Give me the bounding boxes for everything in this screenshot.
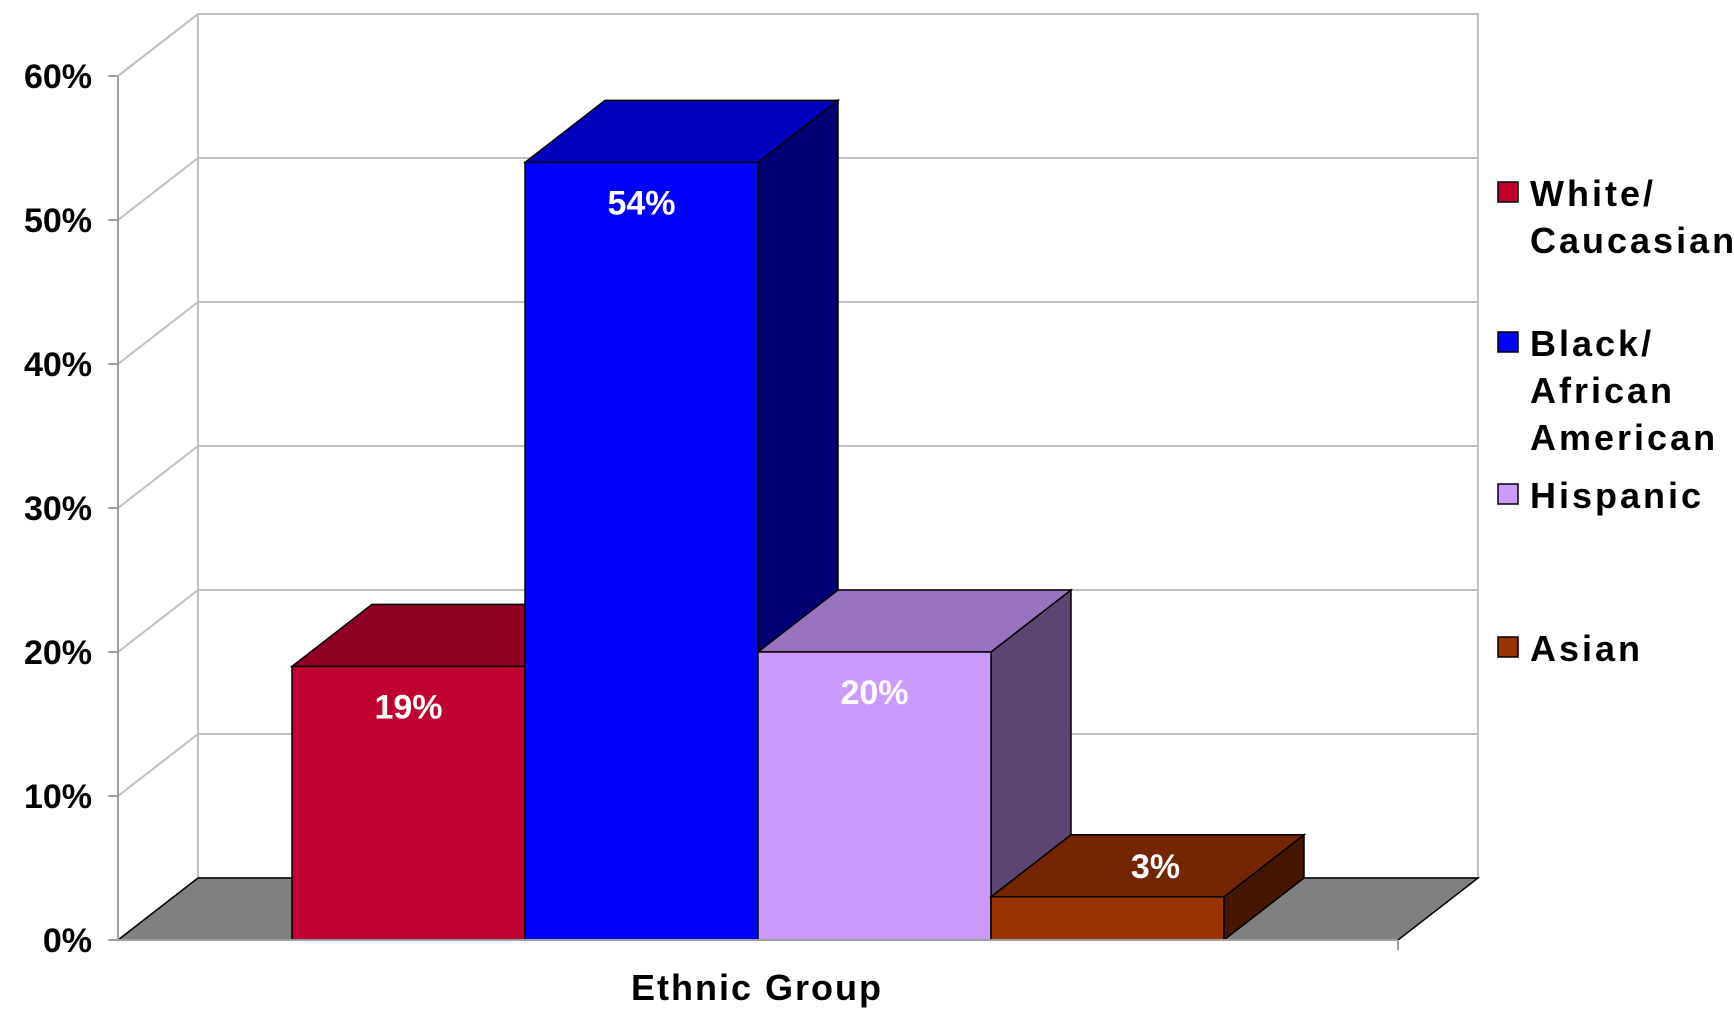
legend-item-1: Black/African American xyxy=(1497,323,1718,458)
bar-front xyxy=(291,665,526,941)
data-label: 54% xyxy=(607,184,675,222)
gridline-side xyxy=(117,13,199,77)
y-tick-label: 20% xyxy=(24,634,92,672)
gridline-side xyxy=(117,301,199,365)
legend-label: White/ xyxy=(1530,173,1656,214)
legend-label: Black/ xyxy=(1530,323,1654,364)
legend-swatch xyxy=(1497,181,1519,203)
data-labels: 19% 54% 20% 3% xyxy=(374,184,1180,885)
y-axis xyxy=(108,75,1399,950)
legend-label: American xyxy=(1530,417,1718,458)
gridline-side xyxy=(117,733,199,797)
y-tick-label: 60% xyxy=(24,58,92,96)
y-tick-label: 10% xyxy=(24,778,92,816)
bar-front xyxy=(757,651,992,941)
gridline-side xyxy=(117,157,199,221)
legend-swatch xyxy=(1497,483,1519,505)
legend-label: Caucasian xyxy=(1530,220,1734,261)
legend-swatch xyxy=(1497,331,1519,353)
legend-label: Hispanic xyxy=(1530,475,1704,516)
y-tick-label: 30% xyxy=(24,490,92,528)
legend-swatch xyxy=(1497,636,1519,658)
legend-item-0: White/Caucasian xyxy=(1497,173,1734,261)
bar-3 xyxy=(988,833,1307,942)
legend-label: African xyxy=(1530,370,1675,411)
y-tick-label: 0% xyxy=(43,922,92,960)
gridline-side xyxy=(117,445,199,509)
bar-front xyxy=(990,896,1225,941)
legend: White/Caucasian Black/African American Hisp… xyxy=(1497,173,1734,669)
y-tick-label: 40% xyxy=(24,346,92,384)
legend-item-2: Hispanic xyxy=(1497,475,1704,516)
legend-item-3: Asian xyxy=(1497,628,1643,669)
bars xyxy=(289,98,1307,942)
data-label: 3% xyxy=(1131,848,1180,886)
bar-front xyxy=(524,161,759,941)
data-label: 20% xyxy=(840,674,908,712)
legend-label: Asian xyxy=(1530,628,1643,669)
data-label: 19% xyxy=(374,688,442,726)
bar-1 xyxy=(522,98,841,942)
x-axis-label: Ethnic Group xyxy=(631,967,883,1008)
gridline-side xyxy=(117,589,199,653)
y-tick-labels: 0% 10% 20% 30% 40% 50% 60% xyxy=(24,58,92,960)
y-tick-label: 50% xyxy=(24,202,92,240)
